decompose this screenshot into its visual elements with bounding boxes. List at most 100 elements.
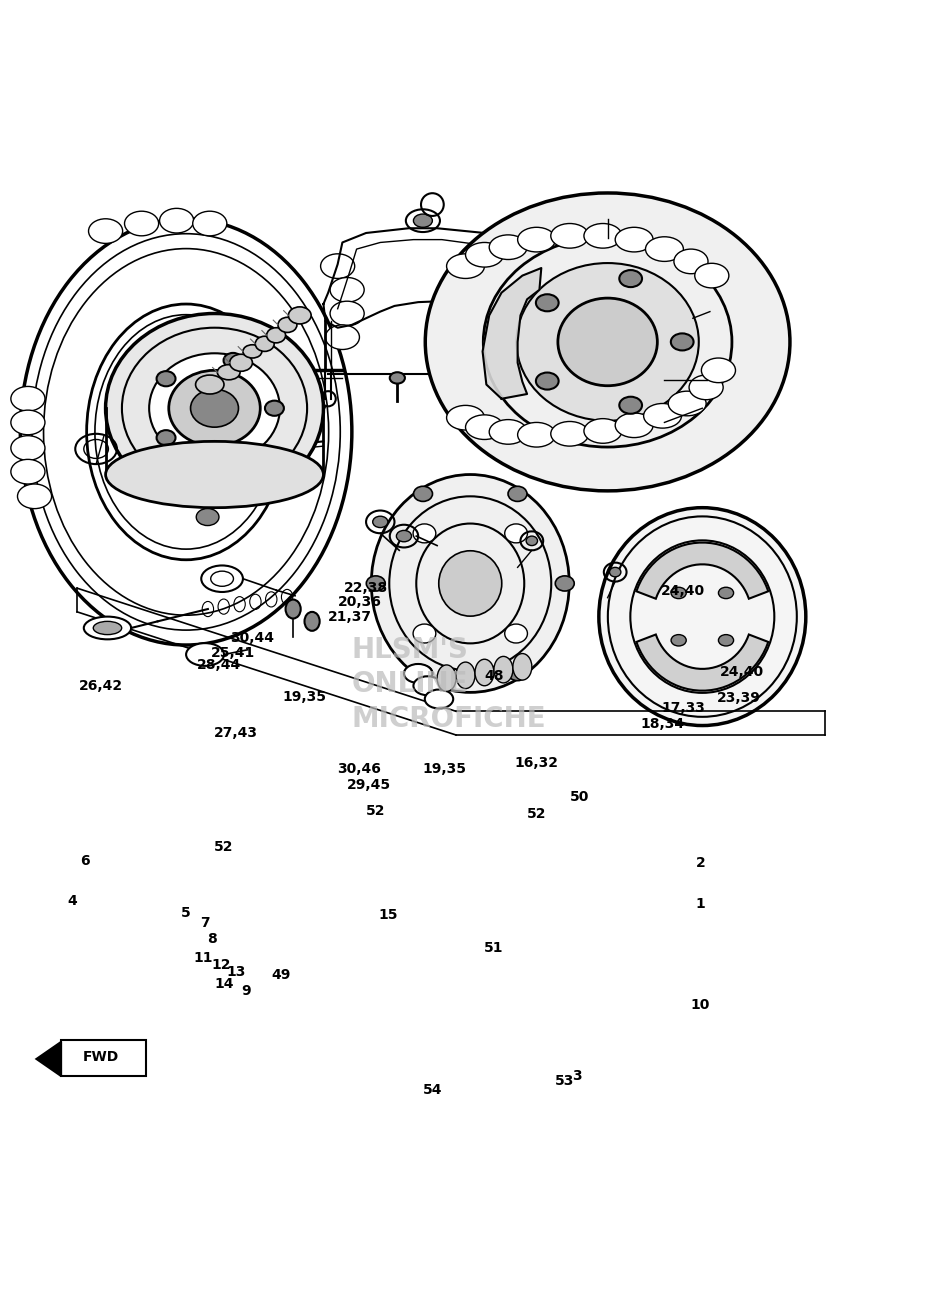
- Ellipse shape: [610, 567, 621, 577]
- Text: 17,33: 17,33: [661, 700, 705, 715]
- Ellipse shape: [536, 373, 559, 390]
- Ellipse shape: [396, 530, 411, 542]
- Ellipse shape: [489, 234, 527, 259]
- Text: 29,45: 29,45: [347, 779, 391, 792]
- Ellipse shape: [475, 660, 494, 686]
- Ellipse shape: [404, 664, 432, 683]
- Ellipse shape: [119, 476, 142, 493]
- Text: 1: 1: [695, 897, 705, 911]
- Ellipse shape: [694, 263, 729, 288]
- Ellipse shape: [619, 397, 642, 414]
- Ellipse shape: [701, 359, 735, 382]
- Ellipse shape: [551, 421, 589, 446]
- Ellipse shape: [718, 588, 733, 598]
- Text: 7: 7: [200, 915, 210, 929]
- Ellipse shape: [86, 304, 286, 560]
- Ellipse shape: [325, 325, 359, 350]
- Text: 30,46: 30,46: [337, 762, 381, 776]
- Ellipse shape: [256, 336, 275, 351]
- Text: 52: 52: [215, 840, 234, 853]
- Ellipse shape: [17, 484, 51, 509]
- Ellipse shape: [223, 449, 242, 463]
- Ellipse shape: [244, 423, 267, 440]
- FancyBboxPatch shape: [61, 1041, 146, 1076]
- Text: 53: 53: [556, 1073, 575, 1088]
- Ellipse shape: [160, 208, 194, 233]
- Ellipse shape: [191, 389, 238, 427]
- Text: 5: 5: [181, 906, 191, 920]
- Text: 9: 9: [241, 984, 251, 997]
- Ellipse shape: [10, 386, 45, 411]
- Text: 25,41: 25,41: [211, 645, 256, 660]
- Ellipse shape: [466, 415, 504, 440]
- Text: 20,36: 20,36: [337, 596, 381, 610]
- Ellipse shape: [439, 551, 502, 617]
- Ellipse shape: [689, 376, 723, 399]
- Ellipse shape: [508, 665, 527, 681]
- Ellipse shape: [265, 401, 284, 416]
- Ellipse shape: [426, 192, 790, 491]
- Ellipse shape: [330, 301, 364, 326]
- Ellipse shape: [517, 263, 699, 420]
- Text: 11: 11: [194, 950, 213, 965]
- Ellipse shape: [197, 508, 219, 525]
- Ellipse shape: [526, 537, 538, 546]
- Text: 14: 14: [215, 977, 234, 991]
- Ellipse shape: [140, 372, 233, 492]
- Text: 21,37: 21,37: [328, 610, 372, 623]
- Polygon shape: [636, 543, 769, 598]
- Ellipse shape: [668, 391, 706, 416]
- Ellipse shape: [446, 254, 485, 279]
- Ellipse shape: [330, 278, 364, 302]
- Text: 16,32: 16,32: [515, 757, 559, 771]
- Ellipse shape: [508, 486, 527, 501]
- Text: 49: 49: [271, 967, 291, 982]
- Ellipse shape: [536, 295, 559, 312]
- Ellipse shape: [413, 677, 442, 695]
- Ellipse shape: [371, 475, 569, 692]
- Polygon shape: [483, 268, 542, 399]
- Ellipse shape: [616, 412, 653, 437]
- Ellipse shape: [551, 224, 589, 249]
- Text: 54: 54: [423, 1084, 442, 1097]
- Ellipse shape: [413, 524, 436, 543]
- Ellipse shape: [149, 353, 280, 463]
- Text: 24,40: 24,40: [720, 665, 764, 678]
- Text: 3: 3: [573, 1069, 582, 1083]
- Ellipse shape: [186, 643, 224, 666]
- Text: 13: 13: [227, 965, 246, 979]
- Ellipse shape: [197, 338, 219, 355]
- Ellipse shape: [201, 565, 243, 592]
- Ellipse shape: [124, 211, 159, 236]
- Ellipse shape: [671, 334, 694, 351]
- Ellipse shape: [558, 298, 657, 386]
- Text: 19,35: 19,35: [282, 690, 327, 704]
- Ellipse shape: [518, 228, 556, 251]
- Ellipse shape: [489, 420, 527, 444]
- Ellipse shape: [169, 370, 260, 446]
- Ellipse shape: [674, 249, 708, 274]
- Ellipse shape: [446, 406, 485, 431]
- Ellipse shape: [413, 624, 436, 643]
- Ellipse shape: [230, 355, 253, 372]
- Ellipse shape: [20, 219, 351, 645]
- Ellipse shape: [390, 372, 405, 384]
- Ellipse shape: [289, 306, 312, 323]
- Ellipse shape: [616, 228, 653, 251]
- Ellipse shape: [671, 635, 686, 645]
- Text: 27,43: 27,43: [215, 726, 258, 740]
- Ellipse shape: [119, 370, 142, 387]
- Text: 19,35: 19,35: [423, 762, 466, 776]
- Ellipse shape: [10, 436, 45, 461]
- Ellipse shape: [494, 656, 513, 683]
- Ellipse shape: [584, 224, 622, 249]
- Text: 50: 50: [569, 789, 589, 804]
- Ellipse shape: [504, 524, 527, 543]
- Text: 26,42: 26,42: [79, 679, 123, 692]
- Ellipse shape: [598, 508, 806, 725]
- Text: 23,39: 23,39: [716, 691, 760, 706]
- Ellipse shape: [584, 419, 622, 444]
- Text: 24,40: 24,40: [661, 584, 706, 598]
- Ellipse shape: [556, 576, 574, 592]
- Text: HLSM'S
ONLINE
MICROFICHE: HLSM'S ONLINE MICROFICHE: [352, 636, 546, 733]
